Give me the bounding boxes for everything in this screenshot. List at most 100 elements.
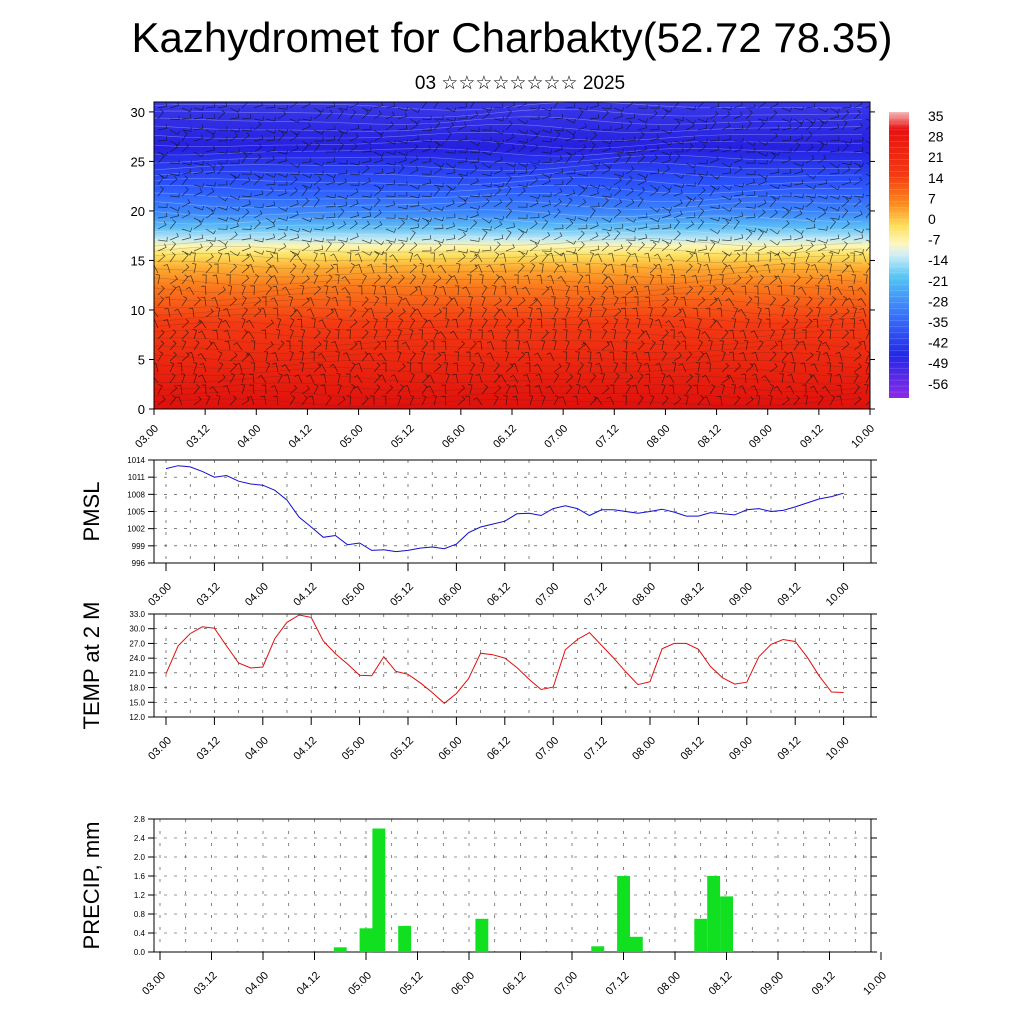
wind-barb <box>654 253 663 263</box>
wind-barb <box>313 214 324 220</box>
wind-barb <box>753 285 759 296</box>
wind-barb <box>335 329 340 340</box>
y-tick-label: 0.4 <box>134 929 146 938</box>
wind-barb <box>637 213 648 219</box>
wind-barb <box>397 124 408 131</box>
wind-barb <box>793 193 804 199</box>
wind-barb <box>781 235 792 241</box>
wind-barb <box>777 340 783 351</box>
wind-barb <box>685 285 693 296</box>
wind-barb <box>157 243 167 252</box>
contour-line <box>154 147 863 157</box>
wind-barb <box>385 121 394 131</box>
precip-bar <box>629 936 643 952</box>
wind-barb <box>621 263 627 274</box>
wind-barb <box>371 285 377 296</box>
y-tick-label: 20 <box>131 204 145 219</box>
x-tick-label: 06.00 <box>437 581 465 609</box>
wind-barb <box>649 224 660 230</box>
wind-barb <box>624 318 629 329</box>
wind-barb <box>354 253 363 263</box>
wind-barb <box>273 252 279 263</box>
wind-barb <box>529 132 538 142</box>
wind-barb <box>565 339 570 351</box>
wind-barb <box>349 181 360 186</box>
wind-barb <box>157 186 165 197</box>
wind-barb <box>649 125 660 131</box>
wind-barb <box>637 329 645 340</box>
wind-barb <box>452 318 459 329</box>
wind-barb <box>481 151 493 156</box>
wind-barb <box>265 187 274 197</box>
wind-barb <box>817 252 826 263</box>
wind-barb <box>198 330 207 340</box>
wind-barb <box>665 253 675 263</box>
wind-barb <box>607 263 615 274</box>
wind-barb <box>456 263 461 274</box>
wind-barb <box>817 339 823 351</box>
wind-barb <box>409 317 416 329</box>
wind-barb <box>169 384 178 395</box>
contour-line <box>154 260 863 271</box>
wind-barb <box>241 200 251 208</box>
wind-barb <box>721 216 733 222</box>
wind-barb <box>649 238 660 243</box>
wind-barb <box>437 265 447 274</box>
wind-barb <box>277 156 288 164</box>
wind-barb <box>865 203 870 208</box>
x-tick-label: 10.00 <box>849 423 877 451</box>
wind-barb <box>798 286 807 296</box>
wind-barb <box>685 263 693 274</box>
wind-barb <box>337 142 344 153</box>
wind-barb <box>349 133 359 142</box>
wind-barb <box>433 328 439 340</box>
wind-barb <box>421 192 432 198</box>
wind-barb <box>505 243 515 252</box>
wind-barb <box>385 111 395 120</box>
wind-barb <box>649 217 661 223</box>
wind-barb <box>757 228 769 233</box>
x-tick-label: 06.00 <box>437 735 465 763</box>
x-tick-label: 07.12 <box>604 970 632 998</box>
wind-barb <box>397 328 403 340</box>
wind-barb <box>301 102 311 109</box>
wind-barb <box>313 197 320 208</box>
wind-barb <box>229 250 240 257</box>
wind-barb <box>289 210 299 219</box>
wind-barb <box>860 340 867 351</box>
wind-barb <box>441 384 447 395</box>
wind-barb <box>733 245 744 252</box>
wind-barb <box>848 285 855 296</box>
wind-barb <box>438 253 447 263</box>
wind-barb <box>613 295 619 307</box>
wind-barb <box>273 307 279 318</box>
wind-barb <box>533 298 543 307</box>
wind-barb <box>823 274 831 285</box>
x-tick-label: 09.12 <box>798 423 826 451</box>
wind-barb <box>157 396 166 406</box>
wind-barb <box>418 329 423 340</box>
wind-barb <box>865 361 870 373</box>
contour-line <box>154 283 863 294</box>
wind-barb <box>589 232 599 241</box>
wind-barb <box>205 228 216 235</box>
wind-barb <box>385 139 397 145</box>
wind-barb <box>685 384 693 395</box>
wind-barb <box>469 264 478 274</box>
wind-barb <box>757 317 762 329</box>
wind-barb <box>211 297 219 307</box>
wind-barb <box>331 341 339 351</box>
wind-barb <box>817 239 829 244</box>
wind-barb <box>445 199 455 208</box>
wind-barb <box>289 233 300 241</box>
wind-barb <box>841 241 848 252</box>
wind-barb <box>355 362 363 373</box>
y-tick-label: 1011 <box>128 473 146 482</box>
wind-barb <box>457 395 466 406</box>
wind-barb <box>253 250 265 255</box>
wind-barb <box>857 287 867 296</box>
wind-barb <box>757 177 767 186</box>
wind-barb <box>745 230 753 241</box>
wind-barb <box>649 394 655 406</box>
temp-panel: 33.030.027.024.021.018.015.012.003.00 03.… <box>79 602 877 763</box>
